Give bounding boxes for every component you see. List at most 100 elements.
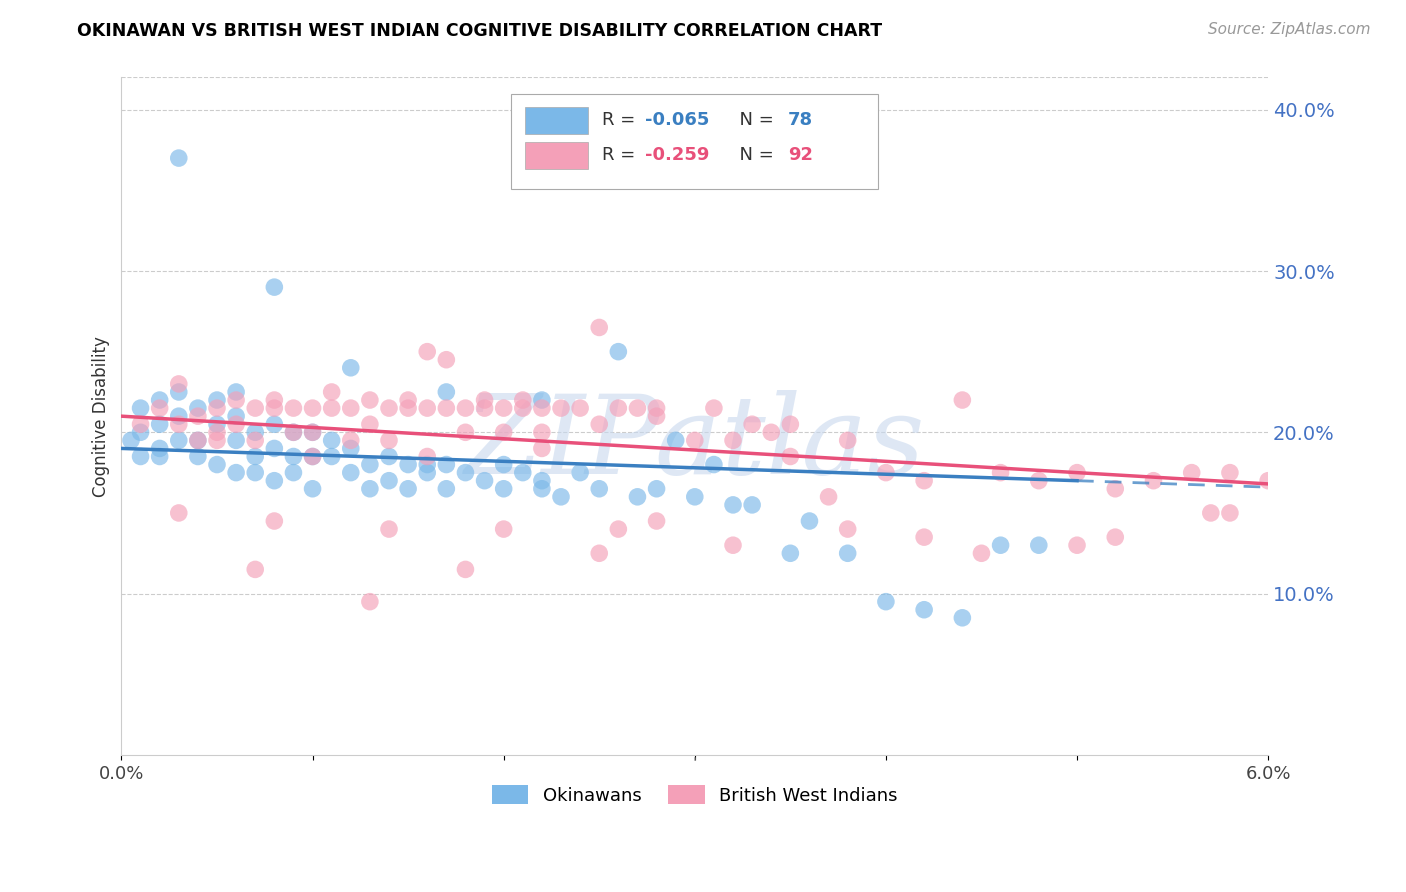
Point: [779, 546, 801, 560]
Point: [245, 401, 267, 416]
Point: [378, 450, 401, 464]
Point: [187, 401, 209, 416]
Point: [512, 392, 534, 407]
Point: [779, 417, 801, 432]
Point: [912, 603, 935, 617]
Point: [721, 498, 744, 512]
Point: [301, 482, 323, 496]
Point: [396, 392, 419, 407]
Y-axis label: Cognitive Disability: Cognitive Disability: [93, 335, 110, 497]
Point: [129, 450, 152, 464]
Point: [263, 514, 285, 528]
Point: [492, 401, 515, 416]
Point: [950, 611, 973, 625]
Point: [970, 546, 993, 560]
Point: [588, 482, 610, 496]
Point: [875, 466, 897, 480]
Point: [301, 425, 323, 440]
Point: [1142, 474, 1164, 488]
Point: [187, 450, 209, 464]
Point: [245, 425, 267, 440]
Point: [283, 425, 305, 440]
Point: [1219, 466, 1241, 480]
Text: ZIPatlas: ZIPatlas: [464, 390, 925, 497]
Point: [149, 392, 172, 407]
Point: [837, 522, 859, 536]
Point: [530, 442, 553, 456]
Point: [225, 392, 247, 407]
Point: [607, 401, 630, 416]
Point: [359, 595, 381, 609]
Point: [817, 490, 839, 504]
Point: [454, 562, 477, 576]
Point: [167, 151, 190, 165]
Point: [263, 401, 285, 416]
Point: [569, 466, 592, 480]
Point: [434, 384, 457, 399]
Point: [645, 514, 668, 528]
Point: [950, 392, 973, 407]
Point: [1104, 482, 1126, 496]
Point: [167, 417, 190, 432]
Point: [434, 458, 457, 472]
Point: [149, 450, 172, 464]
Point: [492, 425, 515, 440]
Point: [205, 401, 228, 416]
Point: [187, 409, 209, 424]
Point: [205, 425, 228, 440]
Point: [741, 498, 763, 512]
Point: [129, 401, 152, 416]
Point: [167, 409, 190, 424]
Point: [530, 474, 553, 488]
Point: [359, 482, 381, 496]
Text: -0.065: -0.065: [645, 112, 710, 129]
Point: [321, 434, 343, 448]
Point: [263, 280, 285, 294]
Point: [607, 522, 630, 536]
Point: [167, 434, 190, 448]
Point: [225, 466, 247, 480]
Point: [530, 425, 553, 440]
Point: [761, 425, 783, 440]
Point: [626, 490, 648, 504]
Point: [283, 450, 305, 464]
Point: [454, 466, 477, 480]
Point: [263, 442, 285, 456]
Point: [626, 401, 648, 416]
Point: [492, 482, 515, 496]
Point: [588, 546, 610, 560]
Point: [588, 417, 610, 432]
Point: [416, 466, 439, 480]
Point: [339, 442, 361, 456]
FancyBboxPatch shape: [524, 106, 588, 134]
Point: [990, 538, 1012, 552]
Point: [703, 458, 725, 472]
Point: [741, 417, 763, 432]
Point: [396, 401, 419, 416]
Point: [550, 401, 572, 416]
Point: [321, 450, 343, 464]
Point: [474, 474, 496, 488]
Point: [1066, 466, 1088, 480]
Point: [187, 434, 209, 448]
Point: [454, 401, 477, 416]
Point: [339, 360, 361, 375]
Point: [225, 409, 247, 424]
Point: [1028, 538, 1050, 552]
Point: [339, 466, 361, 480]
Text: 92: 92: [787, 146, 813, 164]
Point: [378, 474, 401, 488]
Point: [512, 466, 534, 480]
Point: [416, 458, 439, 472]
Point: [492, 522, 515, 536]
Point: [683, 434, 706, 448]
Point: [225, 434, 247, 448]
Point: [205, 392, 228, 407]
Point: [396, 458, 419, 472]
Point: [339, 401, 361, 416]
Point: [454, 425, 477, 440]
Point: [167, 376, 190, 391]
Text: 78: 78: [787, 112, 813, 129]
Text: R =: R =: [602, 146, 641, 164]
Point: [263, 474, 285, 488]
